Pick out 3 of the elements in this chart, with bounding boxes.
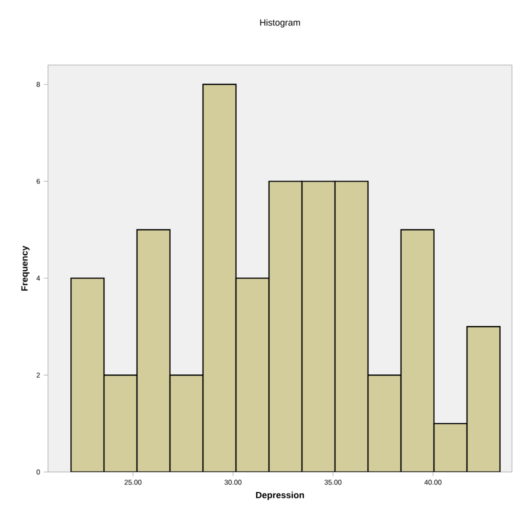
x-axis-title: Depression <box>256 492 304 500</box>
y-axis-title: Frequency <box>21 246 30 291</box>
chart-title: Histogram <box>260 19 300 28</box>
